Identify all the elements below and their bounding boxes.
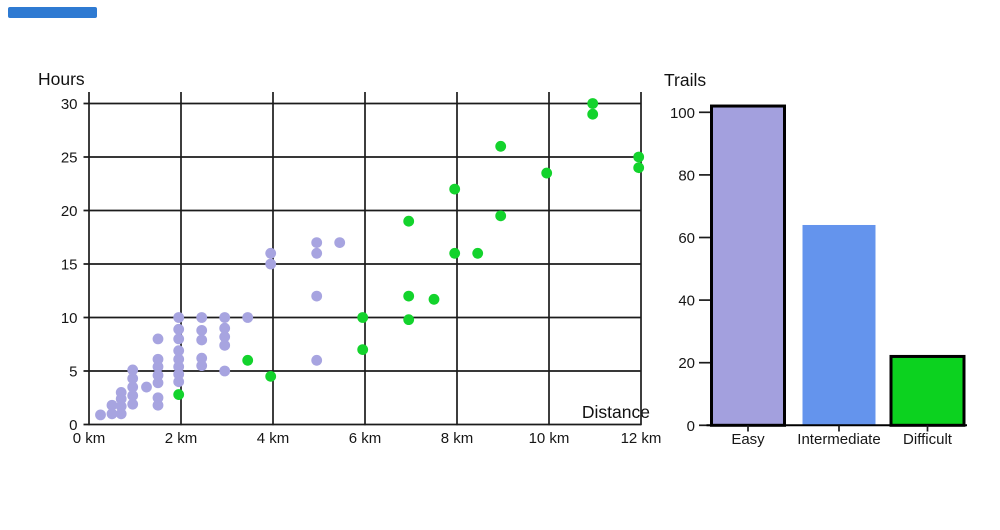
- scatter-point-difficult-trails: [472, 247, 484, 259]
- scatter-point-difficult-trails: [242, 354, 254, 366]
- scatter-point-easy-trails: [219, 365, 231, 377]
- scatter-x-tick-label: 8 km: [441, 430, 474, 447]
- scatter-point-difficult-trails: [428, 293, 440, 305]
- scatter-point-easy-trails: [115, 387, 127, 398]
- bar-easy: [710, 104, 786, 427]
- scatter-point-difficult-trails: [357, 312, 369, 323]
- scatter-point-difficult-trails: [495, 140, 507, 152]
- scatter-point-difficult-trails: [357, 344, 369, 355]
- scatter-point-easy-trails: [127, 364, 139, 376]
- scatter-point-easy-trails: [196, 312, 208, 323]
- scatter-x-tick-label: 6 km: [349, 430, 382, 447]
- scatter-point-difficult-trails: [173, 389, 185, 400]
- scatter-point-difficult-trails: [633, 162, 645, 174]
- scatter-x-axis-title: Distance: [581, 402, 650, 422]
- scatter-y-tick-label: 30: [61, 96, 78, 113]
- scatter-point-easy-trails: [219, 339, 231, 351]
- scatter-point-easy-trails: [242, 312, 254, 323]
- scatter-point-easy-trails: [196, 352, 208, 364]
- scatter-point-easy-trails: [173, 312, 185, 323]
- scatter-point-easy-trails: [127, 390, 139, 402]
- scatter-point-easy-trails: [152, 399, 164, 411]
- scatter-point-easy-trails: [219, 331, 231, 343]
- scatter-point-easy-trails: [127, 373, 139, 384]
- scatter-point-easy-trails: [196, 334, 208, 346]
- scatter-y-tick-label: 10: [61, 310, 78, 327]
- scatter-x-tick-label: 0 km: [73, 430, 106, 447]
- scatter-point-easy-trails: [152, 333, 164, 345]
- scatter-point-easy-trails: [152, 392, 164, 404]
- scatter-point-easy-trails: [106, 399, 118, 411]
- scatter-point-easy-trails: [219, 322, 231, 334]
- scatter-point-easy-trails: [173, 345, 185, 357]
- scatter-point-easy-trails: [311, 354, 323, 366]
- scatter-x-tick-label: 12 km: [621, 430, 662, 447]
- scatter-point-difficult-trails: [495, 210, 507, 222]
- bar-y-tick-label: 40: [678, 293, 695, 310]
- scatter-point-easy-trails: [334, 237, 346, 249]
- scatter-point-easy-trails: [219, 312, 231, 323]
- bar-difficult: [889, 354, 966, 427]
- scatter-y-tick-label: 20: [61, 203, 78, 220]
- scatter-point-difficult-trails: [541, 167, 553, 179]
- bar-y-tick-label: 100: [670, 105, 695, 122]
- bar-y-tick-label: 0: [687, 418, 695, 435]
- scatter-point-easy-trails: [127, 398, 139, 410]
- scatter-point-difficult-trails: [265, 370, 277, 382]
- scatter-point-difficult-trails: [633, 151, 645, 163]
- scatter-y-tick-label: 5: [69, 364, 77, 381]
- bar-category-label: Intermediate: [797, 431, 880, 448]
- scatter-point-easy-trails: [173, 353, 185, 365]
- scatter-point-easy-trails: [115, 400, 127, 412]
- bar-chart-title: Trails: [664, 70, 707, 90]
- scatter-point-easy-trails: [173, 376, 185, 388]
- scatter-point-easy-trails: [196, 324, 208, 336]
- bar-category-label: Difficult: [903, 431, 953, 448]
- scatter-point-difficult-trails: [403, 215, 415, 227]
- scatter-point-easy-trails: [311, 290, 323, 302]
- scatter-point-easy-trails: [173, 361, 185, 373]
- scatter-y-axis-title: Hours: [38, 69, 85, 89]
- scatter-x-tick-label: 4 km: [257, 430, 290, 447]
- scatter-x-tick-label: 10 km: [529, 430, 570, 447]
- scatter-point-easy-trails: [311, 237, 323, 249]
- scatter-point-easy-trails: [173, 368, 185, 380]
- bar-category-label: Easy: [731, 431, 765, 448]
- scatter-point-difficult-trails: [587, 98, 599, 109]
- scatter-point-easy-trails: [173, 333, 185, 345]
- scatter-point-easy-trails: [141, 381, 152, 393]
- scatter-point-easy-trails: [106, 408, 118, 420]
- bar-intermediate: [802, 224, 876, 426]
- scatter-point-easy-trails: [173, 323, 185, 335]
- scatter-point-easy-trails: [152, 369, 164, 381]
- scatter-point-difficult-trails: [403, 314, 415, 326]
- scatter-point-easy-trails: [311, 247, 323, 259]
- scatter-y-tick-label: 25: [61, 150, 78, 167]
- scatter-point-difficult-trails: [403, 290, 415, 302]
- bar-y-tick-label: 60: [678, 230, 695, 247]
- bar-y-tick-label: 80: [678, 167, 695, 184]
- scatter-x-tick-label: 2 km: [165, 430, 198, 447]
- scatter-y-tick-label: 0: [69, 417, 77, 434]
- scatter-point-easy-trails: [95, 409, 106, 421]
- scatter-point-easy-trails: [127, 381, 139, 393]
- scatter-point-difficult-trails: [587, 108, 599, 120]
- top-left-accent-bar: [8, 7, 97, 18]
- scatter-point-difficult-trails: [449, 247, 461, 259]
- scatter-y-tick-label: 15: [61, 257, 78, 274]
- scatter-point-easy-trails: [152, 361, 164, 373]
- scatter-point-easy-trails: [152, 377, 164, 389]
- scatter-point-easy-trails: [265, 258, 277, 270]
- bar-y-tick-label: 20: [678, 355, 695, 372]
- scatter-point-easy-trails: [265, 247, 277, 259]
- scatter-point-easy-trails: [115, 408, 127, 420]
- scatter-point-easy-trails: [196, 360, 208, 372]
- scatter-point-difficult-trails: [449, 183, 461, 195]
- scatter-point-easy-trails: [152, 353, 164, 365]
